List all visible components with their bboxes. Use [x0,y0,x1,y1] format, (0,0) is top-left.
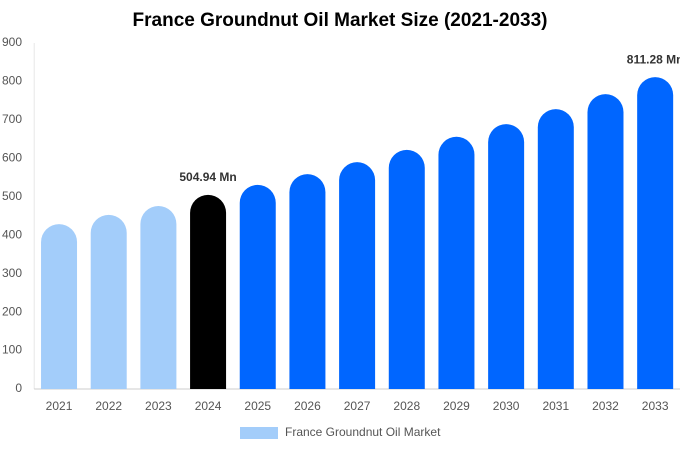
y-tick-label: 500 [2,189,22,203]
y-tick-label: 100 [2,343,22,357]
x-tick-label: 2024 [195,399,222,413]
x-tick-label: 2032 [592,399,619,413]
y-tick-label: 700 [2,112,22,126]
bar [488,124,525,389]
y-tick-label: 200 [2,304,22,318]
x-tick-label: 2026 [294,399,321,413]
x-tick-label: 2021 [46,399,73,413]
legend-swatch [240,427,278,439]
x-tick-label: 2030 [493,399,520,413]
x-tick-label: 2031 [542,399,569,413]
value-label: 504.94 Mn [179,170,236,184]
value-label: 811.28 Mn [627,52,680,66]
bar [339,162,376,389]
x-tick-label: 2029 [443,399,470,413]
bar [438,136,475,389]
bar [388,149,425,389]
y-tick-label: 300 [2,266,22,280]
bar [190,194,227,389]
chart-title: France Groundnut Oil Market Size (2021-2… [133,10,548,31]
bar [587,94,624,390]
legend-label: France Groundnut Oil Market [285,425,441,439]
x-tick-label: 2028 [393,399,420,413]
bar [289,174,326,389]
y-tick-label: 600 [2,151,22,165]
x-tick-label: 2025 [244,399,271,413]
bar [140,206,177,389]
bar [41,224,78,389]
bar [537,109,574,389]
x-tick-label: 2023 [145,399,172,413]
y-tick-label: 800 [2,74,22,88]
y-tick-label: 400 [2,227,22,241]
bar [90,214,127,389]
x-tick-label: 2022 [95,399,122,413]
x-tick-label: 2027 [344,399,371,413]
y-tick-label: 900 [2,35,22,49]
y-tick-label: 0 [15,381,22,395]
bar [239,184,276,389]
x-tick-label: 2033 [642,399,669,413]
bar [637,77,674,389]
